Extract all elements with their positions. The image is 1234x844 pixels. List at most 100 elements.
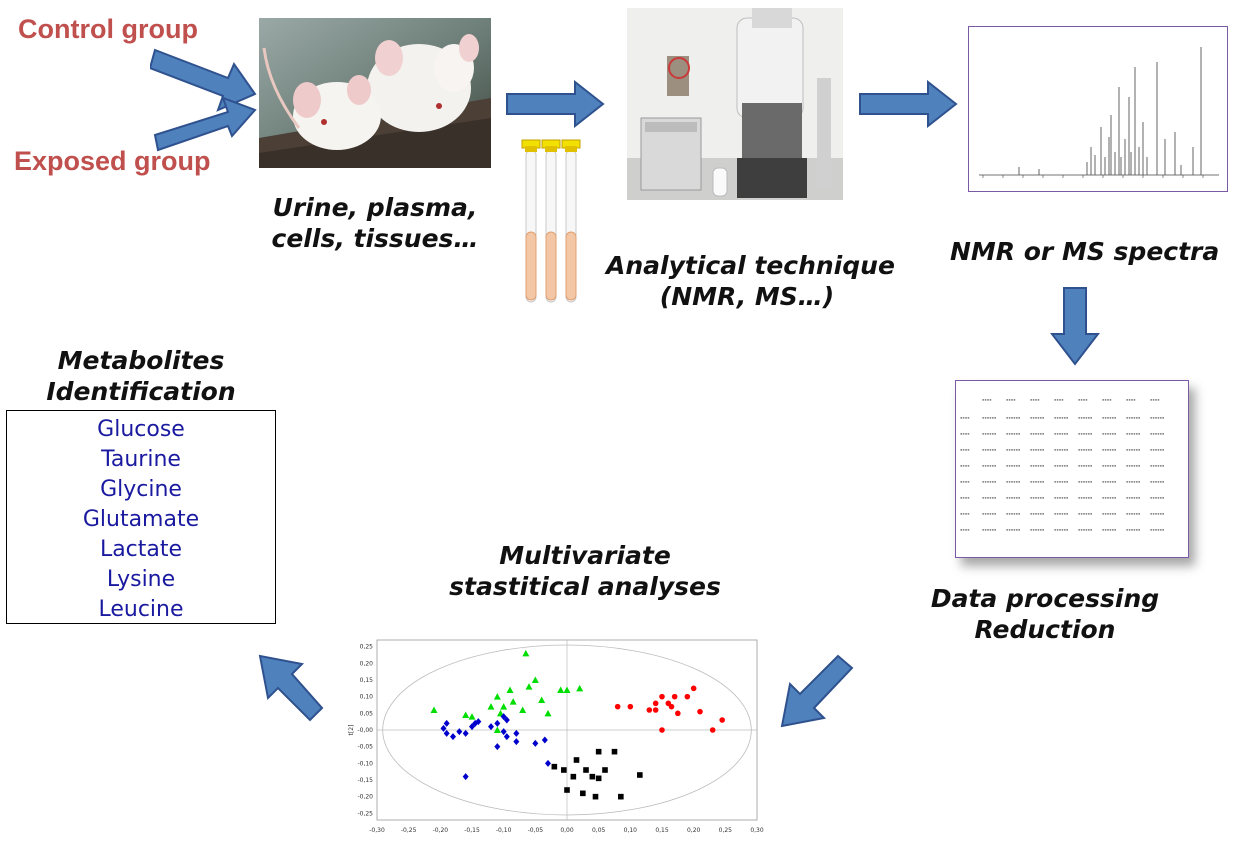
scatter-point-diamond [450,733,456,741]
scatter-point-triangle [493,726,501,733]
scatter-point-circle [675,710,681,717]
metabolite-item: Leucine [98,597,184,622]
scatter-point-triangle [563,686,571,693]
processing-caption-line2: Reduction [974,615,1116,644]
y-tick-label: 0,10 [360,694,374,701]
scatter-point-square [561,767,567,773]
scatter-point-circle [659,693,665,700]
table-row: ▪▪▪▪ ▪▪▪▪▪▪ ▪▪▪▪▪▪ ▪▪▪▪▪▪ ▪▪▪▪▪▪ ▪▪▪▪▪▪ ▪▪▪▪▪▪… [960,431,1165,436]
processing-caption-line1: Data processing [930,584,1160,613]
mice-photo [259,18,491,168]
scatter-point-square [592,793,599,800]
scatter-point-diamond [494,743,501,751]
scatter-point-diamond [456,728,463,736]
x-tick-label: -0,10 [496,827,512,834]
x-tick-label: 0,00 [560,827,574,834]
scatter-point-square [589,773,596,780]
scatter-point-triangle [500,703,508,710]
y-tick-label: 0,25 [360,644,374,651]
scatter-point-circle [709,727,716,733]
y-tick-label: -0,25 [357,810,373,817]
data-matrix-table: ▪▪▪▪ ▪▪▪▪ ▪▪▪▪ ▪▪▪▪ ▪▪▪▪ ▪▪▪▪ ▪▪▪▪ ▪▪▪▪ ▪▪▪▪ ▪▪▪▪… [955,380,1189,558]
scatter-point-diamond [513,738,520,746]
metabolites-list: Glucose Taurine Glycine Glutamate Lactat… [6,410,276,624]
arrow-to-spectrum-icon [859,80,958,129]
control-group-label: Control group [18,14,198,44]
metabolite-item: Lysine [106,567,176,592]
scatter-point-circle [659,727,665,733]
exposed-arrow-icon [153,96,257,152]
x-tick-label: -0,25 [401,827,417,834]
x-tick-label: 0,20 [687,827,701,834]
y-axis-label: t[2] [348,725,355,736]
nmr-spectrometer-photo [627,8,843,200]
scatter-point-square [595,748,602,755]
metabolite-item: Taurine [101,447,181,472]
scatter-point-circle [719,717,725,723]
multivariate-caption: Multivariate stastitical analyses [440,540,730,602]
scatter-point-diamond [440,724,447,732]
scatter-point-diamond [500,728,507,736]
processing-caption: Data processing Reduction [930,583,1160,645]
scatter-point-square [564,787,570,793]
scatter-point-square [580,790,586,797]
x-tick-label: -0,20 [433,827,449,834]
table-row: ▪▪▪▪ ▪▪▪▪▪▪ ▪▪▪▪▪▪ ▪▪▪▪▪▪ ▪▪▪▪▪▪ ▪▪▪▪▪▪ ▪▪▪▪▪▪… [960,495,1165,500]
y-tick-label: 0,20 [360,660,374,667]
nmr-spectrum-plot [968,26,1228,192]
scatter-point-square [573,757,580,763]
scatter-point-triangle [509,698,517,705]
x-tick-label: 0,15 [655,827,669,834]
scatter-point-square [637,772,643,778]
scatter-point-circle [684,693,691,700]
x-tick-label: -0,30 [369,827,385,834]
scatter-point-circle [652,707,659,713]
x-tick-label: 0,30 [750,827,764,834]
scatter-point-diamond [513,729,520,737]
scatter-point-triangle [519,706,527,713]
scatter-point-circle [668,703,675,710]
y-tick-label: -0,15 [357,777,373,784]
technique-caption-line1: Analytical technique [606,251,895,280]
scatter-point-diamond [500,713,507,721]
y-tick-label: 0,05 [360,710,374,717]
scatter-point-square [595,775,602,782]
scatter-point-diamond [462,729,469,737]
scatter-point-circle [671,693,678,700]
exposed-group-label: Exposed group [14,146,211,176]
scatter-point-triangle [462,711,470,718]
scatter-point-circle [690,685,697,692]
scatter-point-diamond [475,718,482,726]
table-row: ▪▪▪▪ ▪▪▪▪▪▪ ▪▪▪▪▪▪ ▪▪▪▪▪▪ ▪▪▪▪▪▪ ▪▪▪▪▪▪ ▪▪▪▪▪▪… [960,511,1165,516]
multivariate-caption-line1: Multivariate [499,541,671,570]
scatter-point-triangle [506,686,514,693]
scatter-point-square [618,793,624,800]
scatter-point-square [602,767,608,773]
metabolites-caption-line1: Metabolites [57,346,225,375]
spectra-caption: NMR or MS spectra [950,237,1220,266]
table-row: ▪▪▪▪ ▪▪▪▪▪▪ ▪▪▪▪▪▪ ▪▪▪▪▪▪ ▪▪▪▪▪▪ ▪▪▪▪▪▪ ▪▪▪▪▪▪… [960,463,1165,468]
scatter-point-square [570,773,577,780]
scatter-point-diamond [541,736,548,744]
scatter-point-diamond [503,733,510,741]
scatter-point-triangle [525,683,533,690]
arrow-to-pca-icon [780,654,854,728]
scatter-point-triangle [468,713,476,720]
scatter-point-diamond [545,759,551,767]
y-tick-label: -0,05 [357,744,373,751]
scatter-point-diamond [494,719,501,727]
metabolites-caption: Metabolites Identification [30,345,252,407]
scatter-point-triangle [544,709,552,717]
scatter-point-triangle [522,649,530,657]
table-row: ▪▪▪▪ ▪▪▪▪▪▪ ▪▪▪▪▪▪ ▪▪▪▪▪▪ ▪▪▪▪▪▪ ▪▪▪▪▪▪ ▪▪▪▪▪▪… [960,415,1165,420]
x-tick-label: -0,05 [528,827,544,834]
scatter-point-triangle [531,676,539,683]
scatter-point-circle [652,700,659,707]
scatter-point-square [611,748,618,755]
table-row: ▪▪▪▪ ▪▪▪▪▪▪ ▪▪▪▪▪▪ ▪▪▪▪▪▪ ▪▪▪▪▪▪ ▪▪▪▪▪▪ ▪▪▪▪▪▪… [960,527,1165,532]
x-tick-label: 0,25 [719,827,733,834]
table-row: ▪▪▪▪ ▪▪▪▪▪▪ ▪▪▪▪▪▪ ▪▪▪▪▪▪ ▪▪▪▪▪▪ ▪▪▪▪▪▪ ▪▪▪▪▪▪… [960,447,1165,452]
scatter-point-triangle [493,693,501,700]
pca-score-plot: -0,30 -0,25 -0,20 -0,15 -0,10 -0,05 0,00 0,05 0,… [345,634,765,840]
y-tick-label: -0,00 [357,727,373,734]
